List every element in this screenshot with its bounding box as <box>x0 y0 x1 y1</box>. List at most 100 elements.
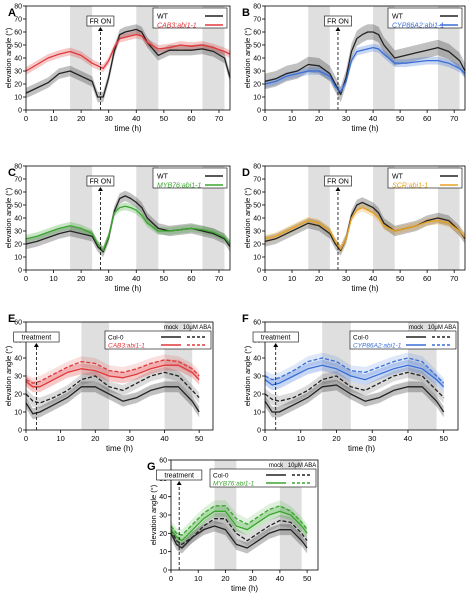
series-error-band <box>265 43 465 96</box>
x-tick-label: 0 <box>24 434 28 443</box>
x-tick-label: 50 <box>160 274 168 283</box>
y-tick-label: 10 <box>14 255 22 262</box>
panel-e: E010203040500102030405060time (h)elevati… <box>4 313 214 453</box>
x-tick-label: 10 <box>194 574 202 583</box>
y-tick-label: 40 <box>14 356 22 363</box>
series-line <box>264 31 466 96</box>
panel-letter: C <box>8 167 16 179</box>
series-line <box>264 201 466 252</box>
legend-label: MYB76:abi1-1 <box>213 481 255 488</box>
annotation-label: FR ON <box>90 179 112 186</box>
y-tick-label: 60 <box>253 190 261 197</box>
annotation-label: FR ON <box>327 179 349 186</box>
series-error-band <box>26 354 200 389</box>
night-band <box>437 6 460 110</box>
panel-letter: E <box>8 313 15 325</box>
series-line <box>170 525 308 549</box>
night-band <box>437 166 460 270</box>
y-tick-label: 60 <box>14 30 22 37</box>
panel-d: D 0 10 20 30 40 50 60 70 0 10 20 30 40 50 60 70 80 time (h… <box>242 164 466 293</box>
x-tick-label: 30 <box>342 114 350 123</box>
legend-label: MYB76:abi1-1 <box>157 183 201 190</box>
annotation-label: treatment <box>164 473 194 480</box>
x-axis-label: time (h) <box>114 284 141 293</box>
annotation-arrowhead <box>335 187 341 191</box>
legend-label: SCR:abi1-1 <box>392 183 428 190</box>
annotation-arrowhead <box>335 27 341 31</box>
series-line <box>264 384 445 413</box>
y-tick-label: 20 <box>253 82 261 89</box>
y-tick-label: 30 <box>159 513 167 520</box>
legend-label: Col-0 <box>213 473 229 480</box>
series-error-band <box>26 202 230 255</box>
annotation-box <box>324 15 352 27</box>
legend-box <box>349 330 457 350</box>
legend-label: CYP86A2:abi1-1 <box>353 343 402 350</box>
series-line <box>264 371 445 402</box>
x-axis-label: time (h) <box>348 444 375 453</box>
night-band <box>202 166 225 270</box>
x-tick-label: 30 <box>248 574 256 583</box>
series-line <box>25 205 231 252</box>
y-tick-label: 30 <box>253 69 261 76</box>
x-tick-label: 40 <box>369 114 377 123</box>
y-tick-label: 0 <box>257 108 261 115</box>
x-tick-label: 40 <box>132 274 140 283</box>
series-line <box>25 386 200 415</box>
y-tick-label: 20 <box>253 242 261 249</box>
panel-letter: F <box>242 313 249 325</box>
y-tick-label: 30 <box>253 374 261 381</box>
annotation-label: FR ON <box>327 19 349 26</box>
y-tick-label: 10 <box>253 410 261 417</box>
x-axis-label: time (h) <box>114 124 141 133</box>
y-tick-label: 40 <box>159 494 167 501</box>
series-line <box>170 510 308 542</box>
annotation-arrowhead <box>176 481 182 485</box>
y-tick-label: 0 <box>18 108 22 115</box>
y-tick-label: 20 <box>14 392 22 399</box>
x-tick-label: 30 <box>126 434 134 443</box>
y-tick-label: 10 <box>253 95 261 102</box>
x-axis-label: time (h) <box>351 284 378 293</box>
series-line <box>25 33 231 72</box>
y-tick-label: 40 <box>253 356 261 363</box>
y-tick-label: 20 <box>159 531 167 538</box>
x-tick-label: 70 <box>450 274 458 283</box>
annotation-box <box>324 175 352 187</box>
y-axis-label: elevation angle (°) <box>4 187 13 248</box>
y-tick-label: 80 <box>253 4 261 11</box>
night-band <box>70 6 93 110</box>
y-tick-label: 50 <box>14 43 22 50</box>
y-axis-label: elevation angle (°) <box>149 484 158 545</box>
x-tick-label: 50 <box>396 114 404 123</box>
annotation-box <box>252 331 299 343</box>
y-tick-label: 20 <box>14 242 22 249</box>
y-tick-label: 40 <box>14 216 22 223</box>
y-tick-label: 80 <box>14 4 22 11</box>
x-tick-label: 40 <box>160 434 168 443</box>
legend-label: WT <box>157 174 169 181</box>
y-tick-label: 60 <box>159 458 167 465</box>
legend-label: WT <box>157 14 169 21</box>
x-tick-label: 0 <box>263 274 267 283</box>
x-tick-label: 30 <box>105 114 113 123</box>
y-tick-label: 80 <box>14 164 22 171</box>
legend-header-mock: mock <box>164 325 179 331</box>
x-tick-label: 20 <box>332 434 340 443</box>
x-tick-label: 60 <box>187 114 195 123</box>
legend-header-aba: 10μM ABA <box>288 463 316 469</box>
night-band <box>308 166 330 270</box>
legend-header-aba: 10μM ABA <box>428 325 456 331</box>
y-tick-label: 30 <box>14 229 22 236</box>
x-axis-label: time (h) <box>351 124 378 133</box>
annotation-arrowhead <box>97 187 103 191</box>
y-tick-label: 30 <box>253 229 261 236</box>
x-tick-label: 30 <box>368 434 376 443</box>
night-band <box>308 6 330 110</box>
night-band <box>202 6 225 110</box>
legend-box <box>152 167 228 189</box>
y-tick-label: 0 <box>18 428 22 435</box>
y-tick-label: 50 <box>253 43 261 50</box>
y-tick-label: 10 <box>14 95 22 102</box>
y-tick-label: 40 <box>253 216 261 223</box>
